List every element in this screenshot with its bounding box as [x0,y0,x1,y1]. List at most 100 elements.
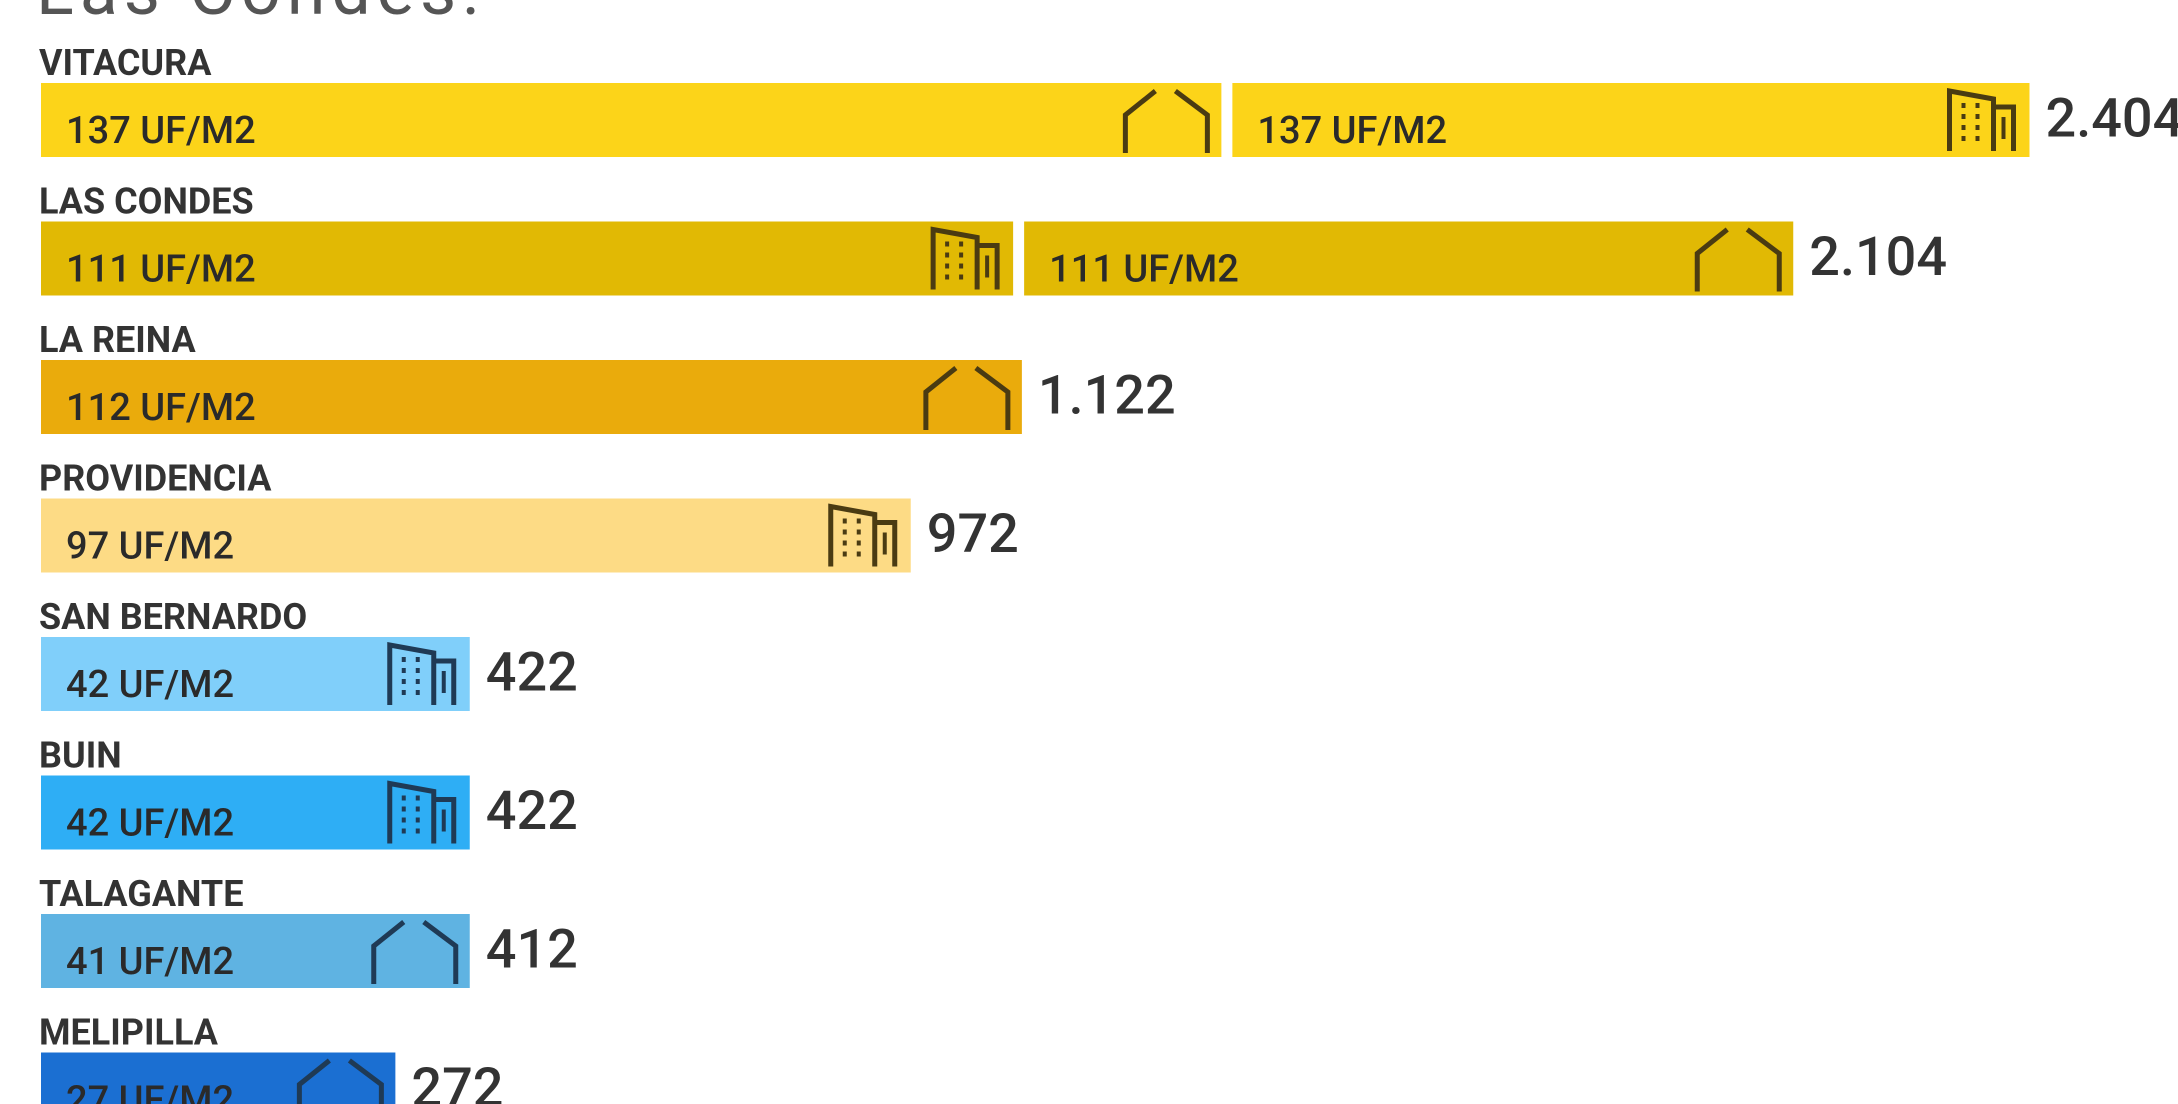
house-icon [923,365,1011,430]
building-window [882,532,887,555]
bar-segment [41,637,470,711]
building-window [842,540,847,546]
segment-label: 112 UF/M2 [66,386,256,430]
bar-segment [41,1052,396,1104]
bar-segment [41,498,911,573]
house-icon [371,920,459,984]
building-window [441,671,446,693]
bar-segment [1024,221,1794,296]
building-outline [828,503,898,567]
building-window [945,252,950,258]
row-name: LA REINA [39,319,197,361]
row-name: VITACURA [39,42,212,84]
building-window [842,518,847,524]
building-outline [930,226,1000,290]
building-window [842,551,847,557]
row-total: 2.404 [2046,87,2178,150]
building-window [945,274,950,280]
building-window [415,657,420,662]
building-window [1961,136,1966,141]
row-total: 272 [411,1057,503,1104]
building-window [1975,114,1980,119]
row-total: 2.104 [1809,226,1947,289]
bar-segment [41,221,1014,296]
segment-label: 42 UF/M2 [66,802,234,846]
house-roof [923,366,958,430]
row-total: 1.122 [1038,364,1176,427]
building-window [401,690,406,695]
building-window [1961,103,1966,108]
building-window [401,668,406,673]
segment-label: 111 UF/M2 [66,248,256,292]
building-window [1961,114,1966,119]
building-window [401,679,406,684]
building-window [959,274,964,280]
building-icon [1947,88,2016,151]
row-name: MELIPILLA [39,1012,219,1054]
house-roof [347,1058,384,1104]
building-window [856,551,861,557]
house-icon [296,1058,384,1104]
bar-segment [41,360,1022,434]
segment-label: 42 UF/M2 [66,663,234,707]
row-name: LAS CONDES [39,181,254,223]
segment-label: 97 UF/M2 [66,525,234,569]
building-icon [387,780,457,844]
building-window [945,241,950,247]
house-roof [1694,227,1729,292]
row-name: PROVIDENCIA [39,458,272,500]
house-roof [371,920,406,984]
building-window [401,817,406,823]
row-name: TALAGANTE [39,873,243,915]
row-total: 972 [927,503,1019,566]
building-window [2001,117,2006,139]
building-window [959,252,964,258]
building-outline [1947,88,2016,151]
building-window [415,690,420,695]
house-roof [1122,89,1157,153]
row-total: 422 [486,641,578,704]
building-window [415,668,420,673]
building-window [985,255,990,278]
building-window [401,806,406,812]
row-total: 412 [486,918,578,981]
house-icon [1122,89,1210,153]
building-window [842,529,847,535]
building-window [415,817,420,823]
house-roof [974,365,1011,430]
building-icon [930,226,1000,290]
bar-segment [41,83,1222,157]
building-window [415,795,420,801]
house-roof [296,1058,331,1104]
building-window [401,657,406,662]
building-window [441,809,446,832]
building-icon [828,503,898,567]
building-window [415,828,420,834]
segment-label: 27 UF/M2 [66,1079,234,1104]
building-window [1975,103,1980,108]
house-roof [1745,227,1782,292]
building-window [959,263,964,269]
building-window [959,241,964,247]
chart-title: Las Condes: [36,0,485,32]
house-roof [1173,89,1210,153]
building-outline [387,780,457,844]
building-window [401,795,406,801]
building-icon [387,642,457,705]
row-total: 422 [486,780,578,843]
building-window [856,529,861,535]
bar-segment [41,775,470,850]
segment-label: 41 UF/M2 [66,940,234,984]
building-window [415,679,420,684]
building-window [401,828,406,834]
building-window [415,806,420,812]
segment-label: 137 UF/M2 [66,109,256,153]
building-window [856,540,861,546]
house-roof [422,920,459,984]
building-window [1975,125,1980,130]
building-window [1975,136,1980,141]
row-name: BUIN [39,735,122,777]
segment-label: 111 UF/M2 [1049,248,1239,292]
